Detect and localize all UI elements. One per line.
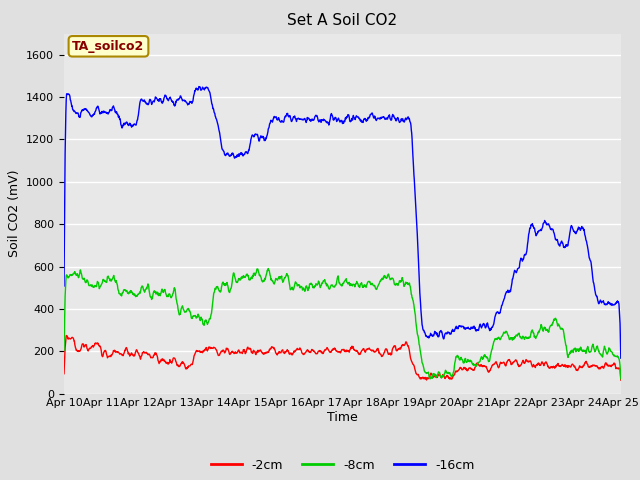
Title: Set A Soil CO2: Set A Soil CO2 [287, 13, 397, 28]
Text: TA_soilco2: TA_soilco2 [72, 40, 145, 53]
Y-axis label: Soil CO2 (mV): Soil CO2 (mV) [8, 170, 20, 257]
Legend: -2cm, -8cm, -16cm: -2cm, -8cm, -16cm [205, 454, 479, 477]
X-axis label: Time: Time [327, 411, 358, 424]
